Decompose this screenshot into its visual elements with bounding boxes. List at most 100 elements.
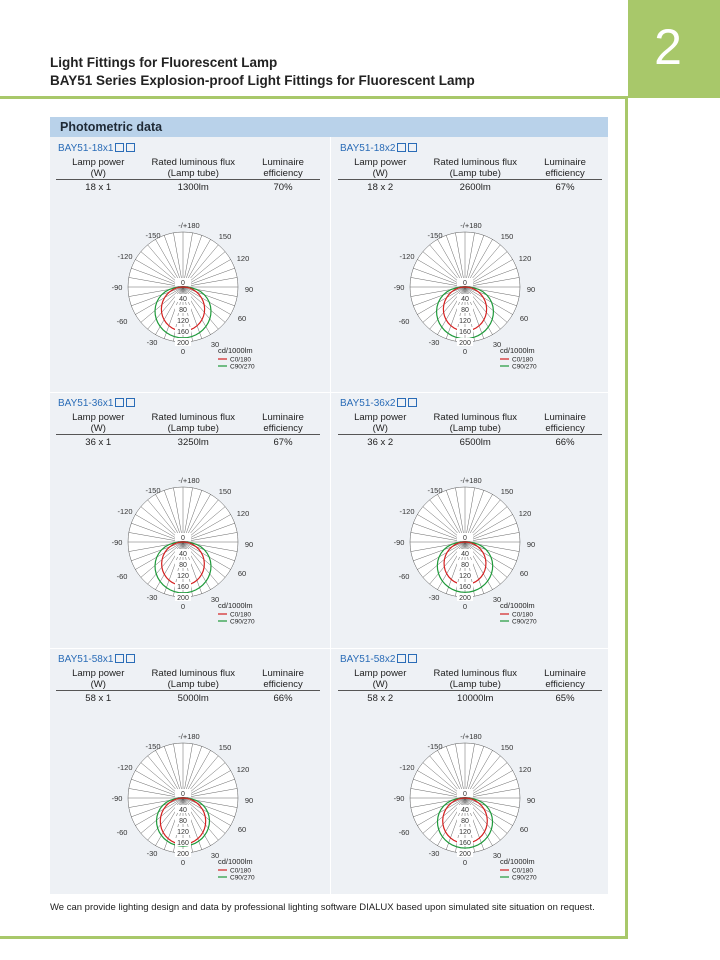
checkbox-square: [126, 143, 136, 152]
row-divider: [50, 648, 608, 649]
angle-label: -/+180: [178, 476, 199, 485]
angle-label: -30: [429, 849, 440, 858]
header-flux-sub: (Lamp tube): [140, 168, 247, 180]
page-number: 2: [654, 19, 682, 75]
header-efficiency-sub: efficiency: [528, 168, 602, 180]
value-efficiency: 65%: [555, 693, 575, 704]
radial-label: 80: [179, 562, 187, 569]
footer-rule: [0, 936, 628, 939]
angle-label: -60: [117, 317, 128, 326]
angle-label: -150: [427, 742, 442, 751]
radial-label-bg: [457, 571, 473, 579]
radial-label-bg: [175, 294, 191, 302]
angle-label: 90: [245, 796, 253, 805]
angle-label: 30: [211, 340, 219, 349]
radial-label: 40: [461, 807, 469, 814]
angle-label: -30: [429, 593, 440, 602]
polar-spoke: [413, 522, 466, 543]
header-efficiency: Luminaire: [544, 157, 586, 168]
polar-diagram: 0 40 80 120 160 200 -/+180 -150 150 -120 120 -90 90 -…: [112, 476, 255, 626]
value-flux: 10000lm: [457, 693, 494, 704]
polar-spoke: [131, 797, 184, 818]
radial-label: 0: [463, 791, 467, 798]
radial-label: 200: [459, 340, 471, 347]
polar-spoke: [464, 797, 513, 826]
radial-label-bg: [175, 816, 191, 824]
angle-label: 120: [237, 509, 250, 518]
polar-spoke: [128, 532, 184, 543]
radial-label: 160: [177, 584, 189, 591]
model-code: BAY51-58x2: [340, 654, 396, 665]
polar-spoke: [413, 778, 466, 799]
angle-label: -150: [145, 231, 160, 240]
unit-label: cd/1000lm: [218, 857, 253, 866]
polar-spoke: [464, 487, 475, 543]
header-lamp-power: Lamp power: [354, 668, 407, 679]
model-name: BAY51-36x2: [340, 398, 418, 409]
polar-spoke: [464, 797, 517, 818]
radial-label: 200: [177, 340, 189, 347]
angle-label: -/+180: [178, 732, 199, 741]
polar-spoke: [464, 277, 520, 288]
angle-label: 120: [519, 509, 532, 518]
radial-label: 200: [177, 851, 189, 858]
polar-spoke: [182, 532, 238, 543]
value-efficiency: 67%: [555, 182, 575, 193]
header-efficiency-sub: efficiency: [528, 423, 602, 435]
angle-label: -120: [399, 763, 414, 772]
polar-spoke: [455, 487, 466, 543]
angle-label: 0: [181, 347, 185, 356]
polar-spoke: [182, 522, 235, 543]
model-name: BAY51-18x1: [58, 143, 136, 154]
model-code: BAY51-18x2: [340, 143, 396, 154]
radial-label-bg: [175, 849, 191, 857]
radial-label: 40: [179, 807, 187, 814]
polar-spoke: [413, 541, 466, 562]
legend-c0-label: C0/180: [512, 868, 533, 875]
polar-spoke: [131, 286, 184, 307]
angle-label: 60: [520, 569, 528, 578]
angle-label: 120: [237, 254, 250, 263]
radial-label-bg: [457, 838, 473, 846]
radial-label: 80: [461, 562, 469, 569]
angle-label: 150: [219, 232, 232, 241]
polar-spoke: [182, 788, 238, 799]
model-code: BAY51-36x1: [58, 398, 114, 409]
checkbox-square: [115, 143, 125, 152]
curve-c90-270: [155, 797, 211, 847]
value-flux: 6500lm: [459, 437, 491, 448]
angle-label: -30: [147, 338, 158, 347]
checkbox-square: [397, 398, 407, 407]
polar-spoke: [417, 541, 466, 570]
radial-label: 160: [459, 329, 471, 336]
polar-spoke: [464, 267, 517, 288]
angle-label: 60: [238, 314, 246, 323]
polar-diagram: 0 40 80 120 160 200 -/+180 -150 150 -120 120 -90 90 -…: [112, 732, 255, 882]
value-flux: 2600lm: [459, 182, 491, 193]
radial-label-bg: [175, 305, 191, 313]
radial-label: 160: [177, 329, 189, 336]
footer-note: We can provide lighting design and data …: [50, 902, 595, 913]
angle-label: 30: [211, 851, 219, 860]
model-name: BAY51-36x1: [58, 398, 136, 409]
polar-spoke: [410, 532, 466, 543]
polar-diagram: 0 40 80 120 160 200 -/+180 -150 150 -120 120 -90 90 -…: [394, 221, 537, 371]
product-cell: BAY51-58x2 Lamp power Rated luminous flux L…: [332, 650, 610, 906]
polar-spoke: [173, 487, 184, 543]
polar-spoke: [464, 541, 513, 570]
polar-spoke: [182, 277, 238, 288]
header-lamp-power-unit: (W): [56, 679, 141, 691]
product-cell: BAY51-18x2 Lamp power Rated luminous flux L…: [332, 139, 610, 395]
header-flux-sub: (Lamp tube): [422, 423, 529, 435]
header-efficiency-sub: efficiency: [246, 168, 320, 180]
radial-label-bg: [457, 278, 473, 286]
polar-spoke: [182, 797, 235, 818]
radial-label-bg: [175, 560, 191, 568]
radial-label-bg: [457, 316, 473, 324]
unit-label: cd/1000lm: [500, 601, 535, 610]
row-divider: [50, 392, 608, 393]
polar-spoke: [182, 267, 235, 288]
angle-label: 30: [493, 851, 501, 860]
angle-label: 30: [493, 595, 501, 604]
angle-label: -90: [394, 538, 405, 547]
